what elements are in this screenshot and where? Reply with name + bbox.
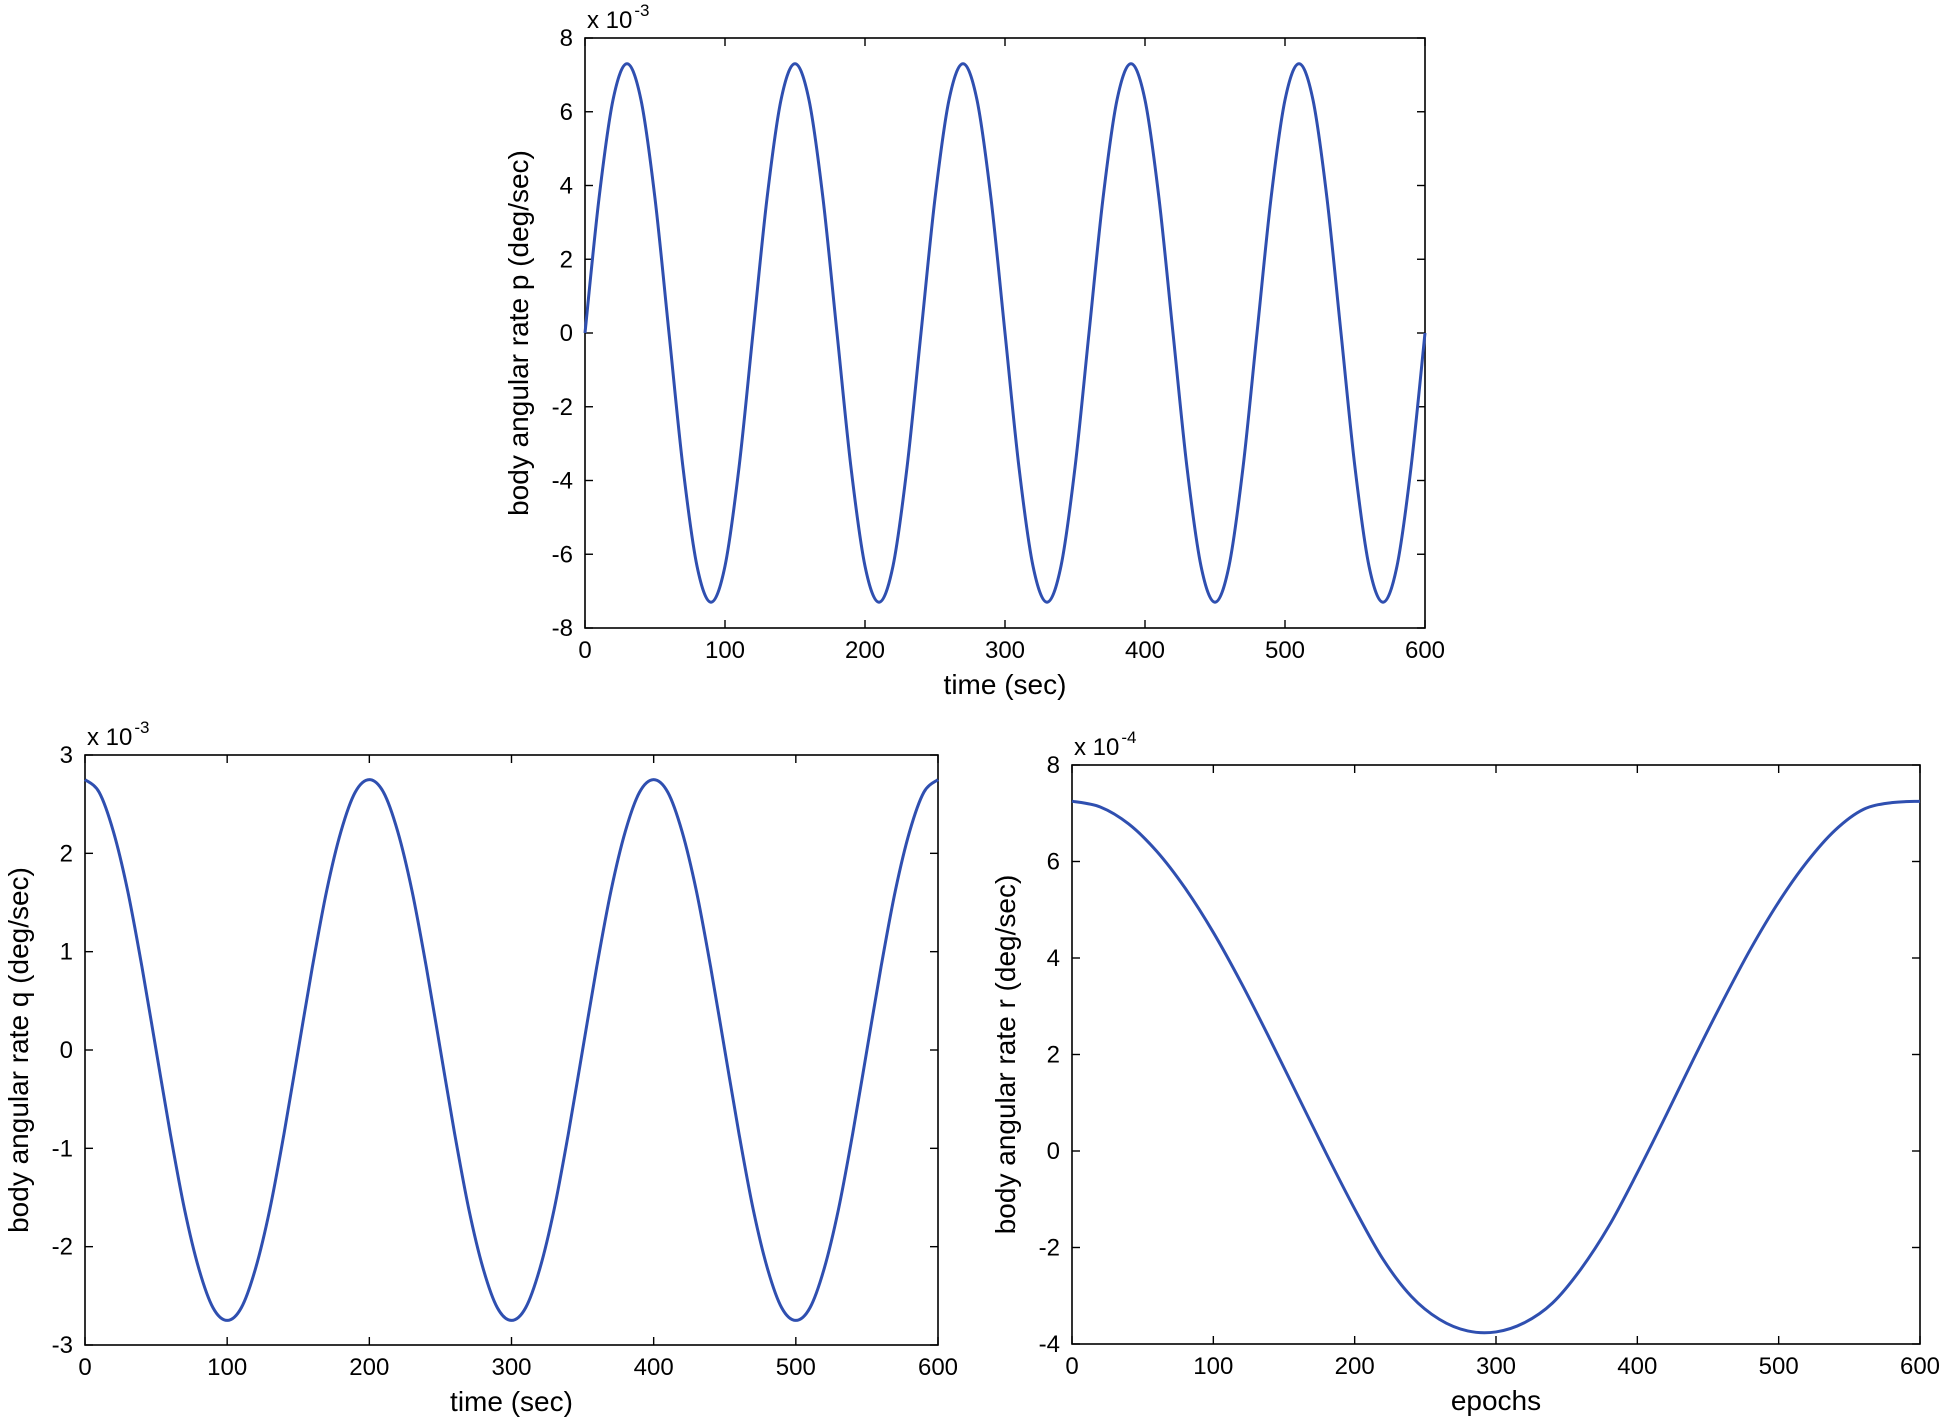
chart-panel-p: 0 100 200 300 400 500 600 -8 -6 -4 -2 0 2 4 6 8 x 10 -3 ti… xyxy=(503,1,1445,700)
y-axis-exponent: -3 xyxy=(134,718,149,737)
x-tick-label: 300 xyxy=(1476,1353,1516,1380)
y-tick-label: -4 xyxy=(1039,1331,1060,1358)
y-axis-exponent: -3 xyxy=(634,1,649,20)
y-tick-label: 8 xyxy=(560,25,573,52)
y-axis-label: body angular rate q (deg/sec) xyxy=(3,867,34,1233)
y-tick-label: 8 xyxy=(1047,752,1060,779)
y-tick-label: -2 xyxy=(1039,1235,1060,1262)
x-tick-label: 400 xyxy=(1617,1353,1657,1380)
x-tick-label: 400 xyxy=(1125,637,1165,664)
x-tick-label: 0 xyxy=(78,1354,91,1381)
x-tick-label: 100 xyxy=(207,1354,247,1381)
x-tick-label: 200 xyxy=(349,1354,389,1381)
y-axis-multiplier: x 10 xyxy=(1074,734,1119,761)
x-tick-label: 200 xyxy=(1335,1353,1375,1380)
plot-frame xyxy=(84,754,939,1346)
y-axis-label: body angular rate p (deg/sec) xyxy=(503,150,534,516)
y-tick-label: -2 xyxy=(52,1234,73,1261)
plot-frame xyxy=(1071,764,1921,1345)
x-tick-label: 600 xyxy=(918,1354,958,1381)
y-axis-multiplier: x 10 xyxy=(587,7,632,34)
y-tick-label: 0 xyxy=(1047,1138,1060,1165)
y-tick-label: -4 xyxy=(552,468,573,495)
y-tick-label: 0 xyxy=(60,1037,73,1064)
x-tick-label: 500 xyxy=(1265,637,1305,664)
y-tick-label: -1 xyxy=(52,1135,73,1162)
series-line-r xyxy=(1071,799,1921,1335)
x-axis-label: epochs xyxy=(1451,1385,1541,1416)
x-tick-label: 200 xyxy=(845,637,885,664)
y-tick-label: 6 xyxy=(1047,849,1060,876)
x-tick-label: 0 xyxy=(1065,1353,1078,1380)
x-tick-label: 600 xyxy=(1900,1353,1940,1380)
x-tick-label: 300 xyxy=(985,637,1025,664)
x-tick-label: 600 xyxy=(1405,637,1445,664)
x-axis-label: time (sec) xyxy=(450,1386,573,1417)
series-line-p xyxy=(583,62,1427,604)
x-tick-label: 100 xyxy=(1193,1353,1233,1380)
x-tick-label: 100 xyxy=(705,637,745,664)
x-tick-label: 0 xyxy=(578,637,591,664)
y-tick-label: -8 xyxy=(552,615,573,642)
y-tick-label: 2 xyxy=(60,840,73,867)
x-tick-label: 300 xyxy=(491,1354,531,1381)
y-tick-label: 4 xyxy=(1047,945,1060,972)
y-tick-label: -3 xyxy=(52,1332,73,1359)
y-axis-exponent: -4 xyxy=(1121,728,1136,747)
y-axis-label: body angular rate r (deg/sec) xyxy=(990,875,1021,1235)
y-tick-label: 2 xyxy=(1047,1042,1060,1069)
y-tick-label: 0 xyxy=(560,320,573,347)
x-tick-label: 500 xyxy=(776,1354,816,1381)
y-tick-label: -2 xyxy=(552,394,573,421)
x-tick-label: 400 xyxy=(634,1354,674,1381)
y-tick-label: 2 xyxy=(560,246,573,273)
y-tick-label: 1 xyxy=(60,939,73,966)
y-axis-multiplier: x 10 xyxy=(87,724,132,751)
y-tick-label: 4 xyxy=(560,173,573,200)
x-tick-label: 500 xyxy=(1759,1353,1799,1380)
series-line-q xyxy=(83,778,940,1322)
y-tick-label: -6 xyxy=(552,541,573,568)
y-tick-label: 6 xyxy=(560,99,573,126)
y-tick-label: 3 xyxy=(60,742,73,769)
x-axis-label: time (sec) xyxy=(944,669,1067,700)
